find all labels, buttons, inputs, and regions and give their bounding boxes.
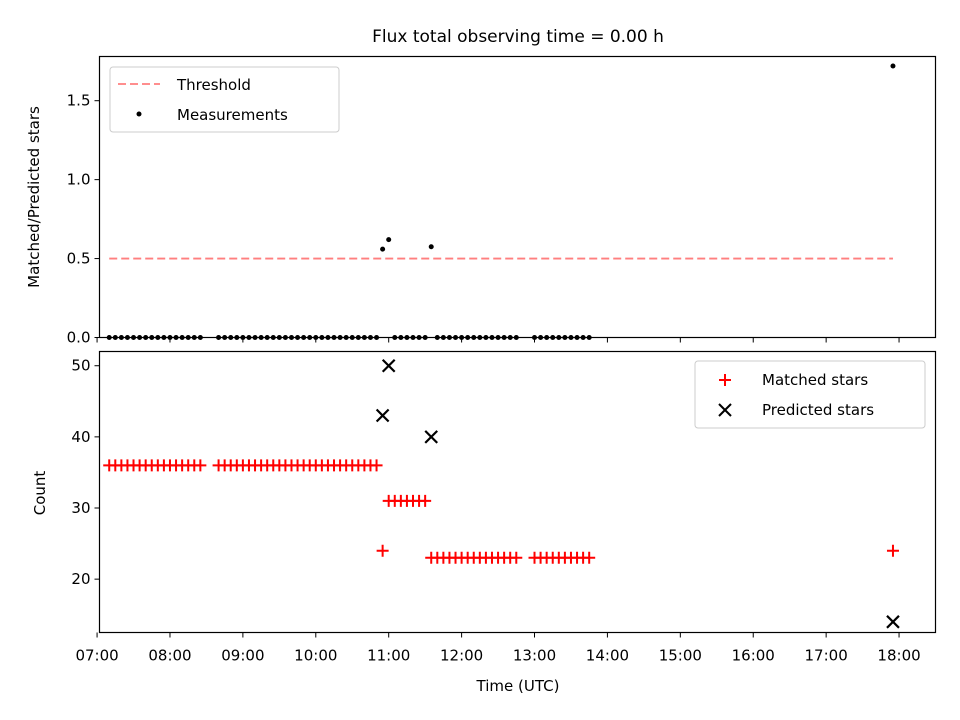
top-panel-ticks: 0.0 0.5 1.0 1.5 <box>67 92 900 347</box>
measurements-legend-marker <box>136 111 142 117</box>
bottom-y-axis-label: Count <box>31 471 49 516</box>
x-axis-label: Time (UTC) <box>476 677 560 695</box>
top-panel-frame <box>98 55 937 339</box>
star-count-points <box>103 358 900 629</box>
bottom-panel: 20 30 40 50 07:00 08:00 09:00 10:00 11:00 12:00 13… <box>31 350 937 695</box>
threshold-legend-label: Threshold <box>176 76 251 94</box>
measurement-point <box>890 63 896 69</box>
bottom-x-tick-label: 18:00 <box>877 647 920 665</box>
matched-legend-marker <box>719 374 731 386</box>
predicted-star-point <box>381 358 396 373</box>
bottom-x-tick-label: 13:00 <box>513 647 556 665</box>
top-legend-box <box>109 66 340 133</box>
bottom-panel-frame <box>98 350 937 634</box>
matched-star-point <box>583 551 596 564</box>
bottom-panel-ticks: 20 30 40 50 07:00 08:00 09:00 10:00 11:00 12:00 13… <box>71 357 920 665</box>
bottom-y-tick-label: 20 <box>71 570 90 588</box>
matched-legend-label: Matched stars <box>762 371 868 389</box>
bottom-x-tick-label: 07:00 <box>75 647 118 665</box>
matched-star-point <box>510 551 523 564</box>
measurement-point <box>428 244 434 250</box>
bottom-x-tick-label: 10:00 <box>294 647 337 665</box>
predicted-star-point <box>886 615 900 629</box>
bottom-x-tick-label: 09:00 <box>221 647 264 665</box>
bottom-legend-box <box>694 360 926 429</box>
matched-star-point <box>376 544 389 557</box>
predicted-star-point <box>424 430 439 444</box>
top-panel: 0.0 0.5 1.0 1.5 Matched/Predicted stars Thr… <box>25 55 937 347</box>
matched-star-point <box>370 459 383 472</box>
bottom-y-tick-label: 30 <box>71 499 90 517</box>
bottom-y-tick-label: 40 <box>71 428 90 446</box>
predicted-legend-marker <box>718 403 732 417</box>
bottom-x-tick-label: 12:00 <box>440 647 483 665</box>
matched-star-point <box>886 544 899 557</box>
top-legend: Threshold Measurements <box>109 66 340 133</box>
matched-star-point <box>419 494 432 507</box>
bottom-legend: Matched stars Predicted stars <box>694 360 926 429</box>
chart-title: Flux total observing time = 0.00 h <box>372 27 664 47</box>
top-y-tick-label: 1.5 <box>67 92 91 110</box>
bottom-x-tick-label: 17:00 <box>805 647 848 665</box>
top-y-axis-label: Matched/Predicted stars <box>25 106 43 288</box>
measurements-legend-label: Measurements <box>177 106 288 124</box>
predicted-legend-label: Predicted stars <box>762 401 874 419</box>
bottom-y-tick-label: 50 <box>71 357 90 375</box>
bottom-x-tick-label: 11:00 <box>367 647 410 665</box>
matched-star-point <box>194 459 207 472</box>
bottom-x-tick-label: 16:00 <box>732 647 775 665</box>
predicted-star-point <box>375 408 390 423</box>
top-y-tick-label: 0.0 <box>67 329 91 347</box>
bottom-x-tick-label: 14:00 <box>586 647 629 665</box>
bottom-x-tick-label: 15:00 <box>659 647 702 665</box>
measurement-point <box>386 237 392 243</box>
measurement-point <box>380 246 386 252</box>
top-y-tick-label: 0.5 <box>67 250 91 268</box>
top-y-tick-label: 1.0 <box>67 171 91 189</box>
bottom-x-tick-label: 08:00 <box>148 647 191 665</box>
